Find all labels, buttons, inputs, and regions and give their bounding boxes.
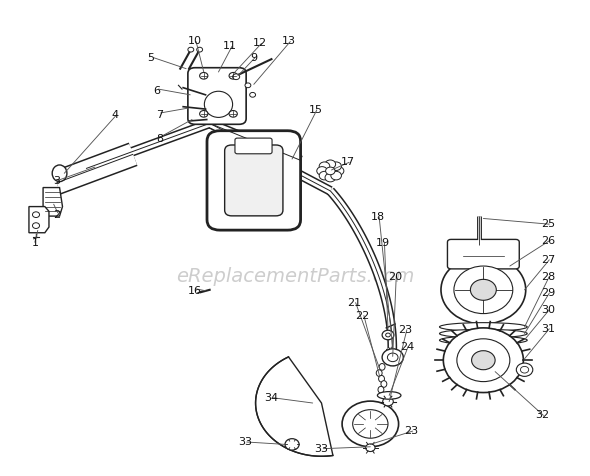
Text: eReplacementParts.com: eReplacementParts.com (176, 267, 414, 286)
Circle shape (199, 111, 208, 118)
Text: 10: 10 (188, 36, 202, 46)
Text: 15: 15 (309, 105, 323, 115)
Text: 9: 9 (250, 53, 257, 63)
Circle shape (331, 172, 342, 180)
PathPatch shape (43, 188, 63, 217)
Text: 13: 13 (282, 36, 296, 46)
Text: 34: 34 (264, 392, 278, 402)
Circle shape (325, 160, 336, 169)
Ellipse shape (440, 329, 527, 338)
Circle shape (319, 163, 330, 171)
Text: 23: 23 (399, 324, 413, 334)
Text: 32: 32 (535, 409, 549, 419)
Text: 6: 6 (153, 86, 160, 96)
Text: 30: 30 (541, 304, 555, 314)
Circle shape (383, 397, 394, 406)
FancyBboxPatch shape (207, 131, 300, 231)
Circle shape (353, 410, 388, 438)
Polygon shape (255, 357, 333, 456)
Circle shape (471, 351, 495, 370)
Polygon shape (29, 207, 49, 233)
Text: 29: 29 (541, 288, 555, 298)
Circle shape (319, 172, 330, 180)
Circle shape (457, 339, 510, 382)
Text: 24: 24 (399, 341, 414, 351)
FancyBboxPatch shape (447, 240, 519, 269)
Circle shape (325, 174, 336, 182)
Circle shape (441, 256, 526, 324)
Text: 7: 7 (156, 109, 163, 119)
Circle shape (188, 48, 194, 53)
Circle shape (285, 439, 299, 450)
Circle shape (199, 73, 208, 80)
Text: 2: 2 (53, 209, 60, 219)
Circle shape (386, 333, 391, 337)
Ellipse shape (52, 166, 67, 182)
Text: 8: 8 (156, 133, 163, 143)
Ellipse shape (440, 323, 527, 331)
Circle shape (342, 401, 399, 447)
Text: 20: 20 (388, 271, 402, 281)
Text: 11: 11 (223, 41, 237, 51)
Text: 31: 31 (541, 323, 555, 333)
FancyBboxPatch shape (225, 146, 283, 217)
Circle shape (229, 73, 237, 80)
Circle shape (317, 167, 327, 176)
Text: 1: 1 (31, 238, 38, 248)
Circle shape (470, 280, 496, 301)
Text: 4: 4 (112, 109, 119, 119)
Text: 23: 23 (405, 425, 419, 435)
Text: 5: 5 (148, 53, 155, 63)
Circle shape (245, 84, 251, 89)
Circle shape (229, 111, 237, 118)
Circle shape (454, 267, 513, 314)
Ellipse shape (378, 392, 401, 399)
Circle shape (443, 328, 523, 393)
Circle shape (366, 444, 375, 452)
Ellipse shape (376, 370, 382, 377)
Text: 33: 33 (314, 443, 329, 453)
Text: 16: 16 (188, 285, 202, 295)
FancyBboxPatch shape (235, 139, 272, 155)
Text: 17: 17 (341, 157, 355, 167)
FancyBboxPatch shape (188, 69, 246, 125)
Ellipse shape (440, 336, 527, 345)
Ellipse shape (381, 381, 387, 387)
Circle shape (333, 167, 344, 176)
Circle shape (516, 363, 533, 377)
Circle shape (232, 75, 240, 80)
Ellipse shape (379, 376, 385, 382)
Text: 12: 12 (253, 39, 267, 49)
Circle shape (196, 48, 202, 53)
Circle shape (32, 223, 40, 229)
Text: 19: 19 (376, 238, 391, 248)
Text: 26: 26 (541, 236, 555, 245)
Text: 33: 33 (238, 436, 252, 446)
Circle shape (250, 93, 255, 98)
Text: 3: 3 (53, 176, 60, 186)
Circle shape (520, 367, 529, 373)
Text: 21: 21 (347, 297, 361, 307)
Text: 18: 18 (371, 212, 385, 222)
Ellipse shape (378, 387, 384, 393)
Circle shape (382, 330, 394, 340)
Text: 27: 27 (541, 254, 555, 264)
Circle shape (382, 349, 404, 366)
Text: 25: 25 (541, 219, 555, 229)
Circle shape (32, 212, 40, 218)
Circle shape (326, 168, 335, 175)
Circle shape (388, 353, 398, 362)
Text: 28: 28 (541, 271, 555, 281)
Text: 22: 22 (356, 310, 370, 320)
Ellipse shape (379, 364, 385, 370)
Circle shape (331, 163, 342, 171)
